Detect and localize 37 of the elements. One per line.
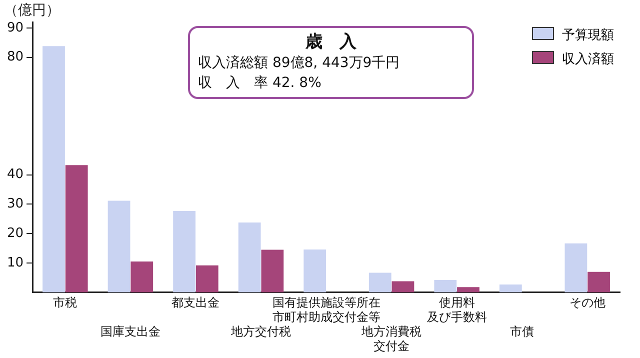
bar <box>42 46 65 292</box>
bar <box>65 165 88 292</box>
bar <box>130 262 154 292</box>
legend-label: 予算現額 <box>561 27 614 45</box>
x-tick-label: 市税 <box>53 296 78 310</box>
x-tick-label: 国有提供施設等所在市町村助成交付金等 <box>272 296 380 324</box>
bar <box>108 200 130 292</box>
bar <box>564 243 588 292</box>
y-tick-label: 20 <box>6 226 24 241</box>
x-tick-label: 使用料及び手数料 <box>426 296 487 324</box>
bar <box>304 249 326 292</box>
y-tick-label: 40 <box>6 167 24 182</box>
annotation: 収 入 率 42. 8% <box>198 74 322 93</box>
bar <box>238 222 261 292</box>
bar <box>392 281 414 292</box>
legend-label: 収入済額 <box>561 51 614 69</box>
bar <box>434 280 457 292</box>
title-box: 歳 入 収入済総額 89億8, 443万9千円 収 入 率 42. 8% <box>188 26 474 99</box>
y-axis-title: （億円） <box>4 2 60 19</box>
x-tick-label: 都支出金 <box>172 296 220 310</box>
y-tick-label: 80 <box>6 50 24 65</box>
x-tick-label: その他 <box>569 296 606 310</box>
bar <box>173 210 196 292</box>
y-tick-label: 10 <box>6 255 24 270</box>
bar <box>588 272 610 292</box>
annotation: 収入済総額 89億8, 443万9千円 <box>198 54 401 73</box>
x-tick-label: 市債 <box>510 324 534 339</box>
bar <box>368 272 392 292</box>
y-tick-label: 30 <box>6 196 24 212</box>
bar <box>196 265 218 292</box>
x-tick-label: 地方交付税 <box>230 324 291 339</box>
x-tick-label: 国庫支出金 <box>100 324 160 339</box>
x-tick-label: 地方消費税交付金 <box>360 324 422 353</box>
y-tick-label: 90 <box>6 20 24 36</box>
bar <box>457 287 480 292</box>
bar <box>261 250 284 292</box>
bar <box>499 284 522 292</box>
